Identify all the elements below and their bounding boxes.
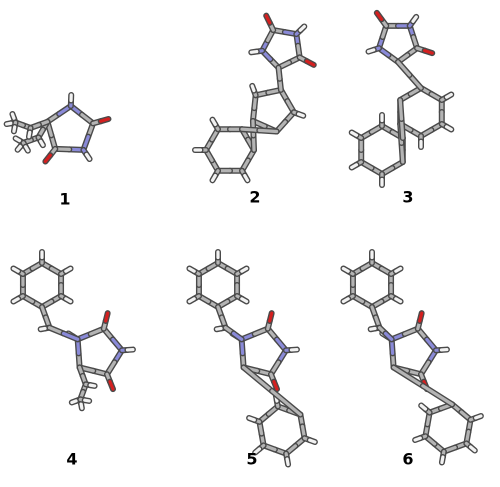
bond	[84, 152, 92, 161]
bond	[5, 121, 13, 126]
bond	[187, 266, 196, 273]
bond	[392, 365, 425, 388]
bond	[411, 15, 418, 23]
bond	[27, 130, 32, 139]
bond	[243, 173, 250, 182]
bond	[70, 399, 78, 405]
bond	[298, 24, 306, 32]
bond	[396, 60, 412, 77]
bond	[423, 49, 434, 55]
bond	[366, 48, 376, 54]
bond	[272, 380, 279, 391]
bond	[413, 436, 422, 442]
bond	[383, 331, 394, 341]
bond	[43, 153, 52, 164]
bond	[285, 457, 290, 467]
bond	[399, 141, 405, 164]
bond	[12, 125, 17, 133]
bond	[369, 326, 377, 331]
bond	[296, 112, 305, 118]
bond	[11, 266, 20, 273]
bond	[418, 311, 424, 323]
bond	[99, 117, 111, 123]
bond	[11, 297, 20, 304]
bond	[341, 297, 350, 304]
bond	[249, 49, 259, 54]
bond	[108, 380, 115, 391]
bond	[215, 326, 223, 331]
compound-label: 1	[59, 190, 70, 209]
bond	[375, 11, 384, 21]
compound-label: 6	[402, 450, 413, 469]
compound-label: 2	[249, 188, 260, 207]
bond	[24, 145, 30, 153]
bond	[210, 173, 217, 182]
bond	[39, 139, 45, 147]
compound-label: 4	[66, 450, 77, 469]
bond	[257, 128, 279, 134]
bond	[242, 365, 274, 393]
bond	[419, 403, 428, 411]
bond	[398, 98, 404, 121]
bond	[421, 384, 454, 406]
compound-label: 3	[402, 188, 413, 207]
bond	[264, 14, 272, 25]
bond	[276, 66, 282, 81]
bond	[83, 398, 91, 403]
bond	[268, 311, 274, 323]
bond	[444, 125, 453, 132]
bond	[64, 297, 73, 304]
bond	[399, 117, 405, 140]
bond	[341, 266, 350, 273]
bond	[468, 445, 477, 453]
bond	[104, 311, 110, 323]
bond	[240, 266, 249, 273]
bond	[16, 144, 23, 152]
bond	[250, 84, 256, 93]
bond	[88, 383, 97, 388]
compound-label: 5	[246, 450, 257, 469]
bond	[394, 266, 403, 273]
bond	[210, 118, 217, 127]
bond	[79, 402, 84, 410]
bond	[270, 389, 302, 417]
bond	[247, 416, 256, 422]
bond	[394, 297, 403, 304]
bond	[350, 130, 359, 137]
bond	[444, 92, 453, 99]
bond	[350, 163, 359, 170]
bond	[308, 438, 317, 444]
bond	[61, 331, 80, 341]
bond	[253, 447, 262, 455]
bond	[231, 331, 244, 341]
bond	[10, 112, 16, 120]
bond	[440, 455, 445, 465]
bond	[64, 266, 73, 273]
bond	[39, 326, 47, 331]
bond	[305, 59, 316, 67]
bond	[474, 414, 483, 420]
bond	[14, 136, 22, 143]
bond	[187, 297, 196, 304]
bond	[240, 297, 249, 304]
molecule-drawings	[3, 9, 484, 468]
